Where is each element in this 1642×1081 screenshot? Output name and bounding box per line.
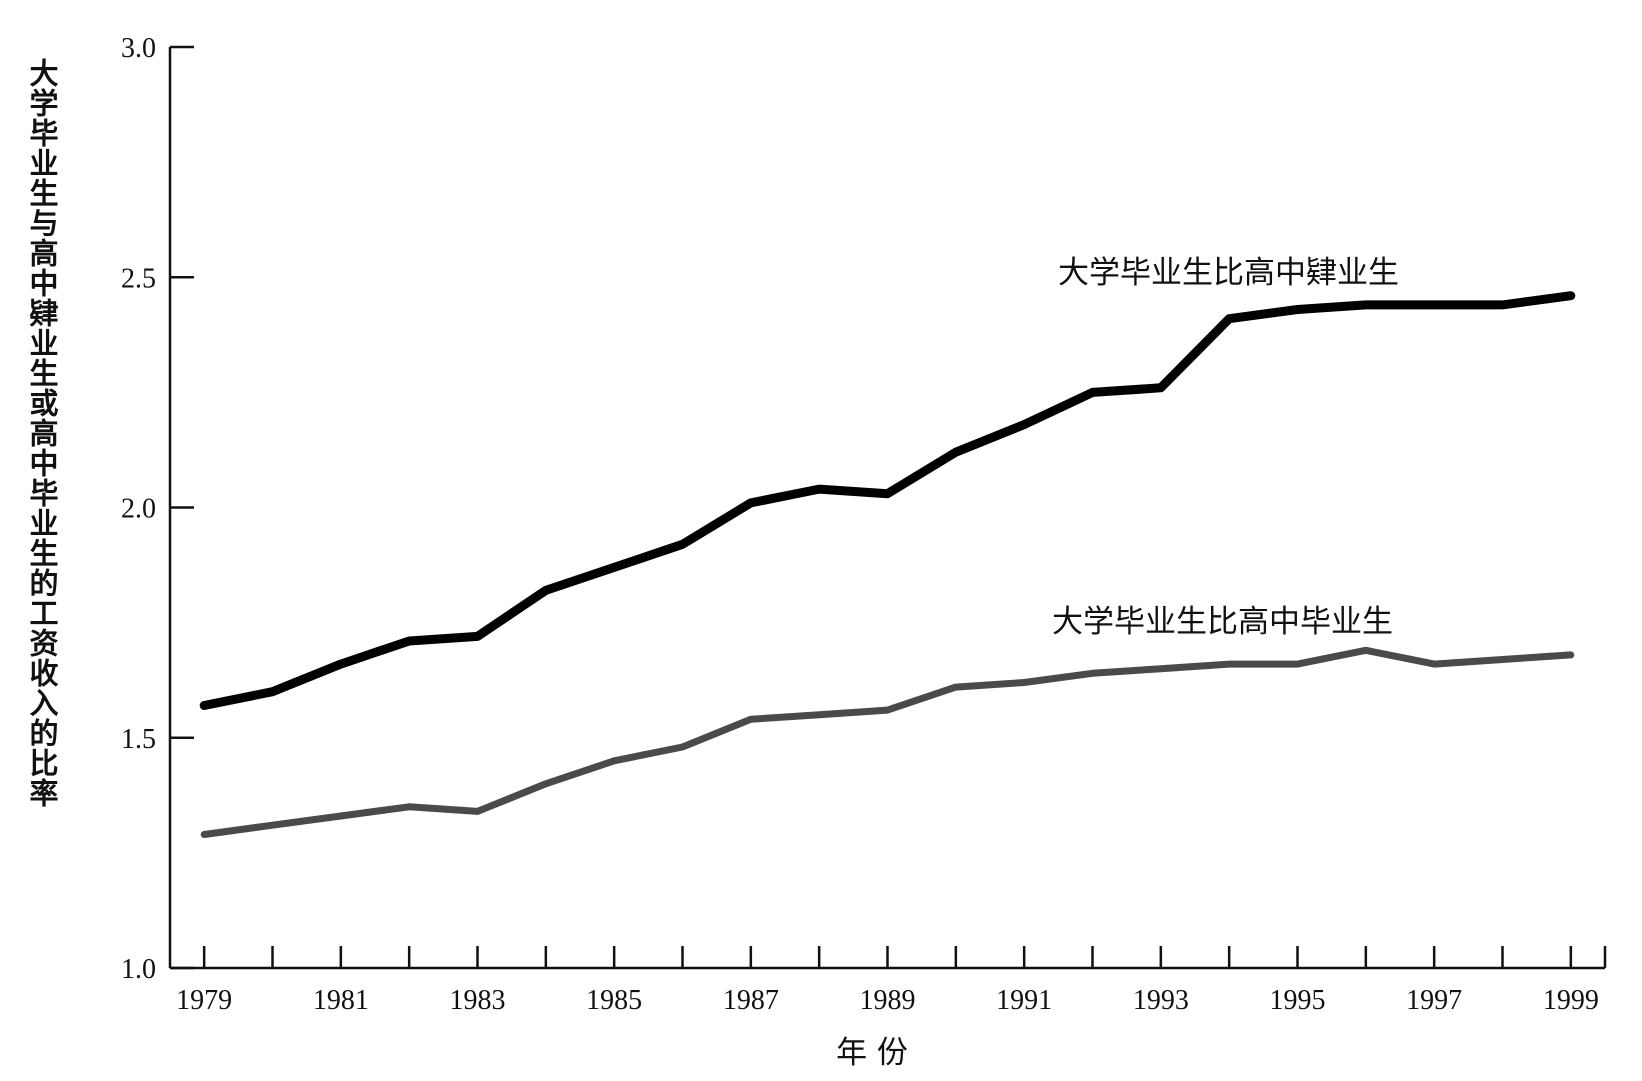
series-label-graduate: 大学毕业生比高中毕业生 <box>1052 604 1393 640</box>
y-tick-label: 1.0 <box>121 954 156 985</box>
x-tick-label: 1985 <box>586 985 642 1016</box>
x-tick-label: 1979 <box>176 985 232 1016</box>
y-axis-title-wrap: 大学毕业生与高中肄业生或高中毕业生的工资收入的比率 <box>18 58 66 958</box>
x-tick-label: 1989 <box>860 985 916 1016</box>
x-tick-label: 1997 <box>1406 985 1462 1016</box>
series-lines <box>199 291 1576 838</box>
x-tick-label: 1983 <box>450 985 506 1016</box>
y-tick-label: 1.5 <box>121 724 156 755</box>
y-axis-title: 大学毕业生与高中肄业生或高中毕业生的工资收入的比率 <box>25 58 59 808</box>
y-tick-label: 3.0 <box>121 33 156 64</box>
series-line-1 <box>200 646 1575 838</box>
x-tick-label: 1995 <box>1270 985 1326 1016</box>
series-line-0 <box>199 291 1576 710</box>
x-tick-label: 1993 <box>1133 985 1189 1016</box>
y-tick-label: 2.5 <box>121 263 156 294</box>
x-tick-label: 1999 <box>1543 985 1599 1016</box>
series-label-dropout: 大学毕业生比高中肄业生 <box>1058 255 1399 291</box>
axes: 1.0 1.5 2.0 2.5 3.0 1979 1981 1983 1985 1987 1989 1… <box>121 33 1607 1016</box>
x-tick-label: 1981 <box>313 985 369 1016</box>
x-tick-label: 1987 <box>723 985 779 1016</box>
x-axis-title: 年 份 <box>836 1035 908 1071</box>
y-tick-label: 2.0 <box>121 494 156 525</box>
x-tick-label: 1991 <box>996 985 1052 1016</box>
